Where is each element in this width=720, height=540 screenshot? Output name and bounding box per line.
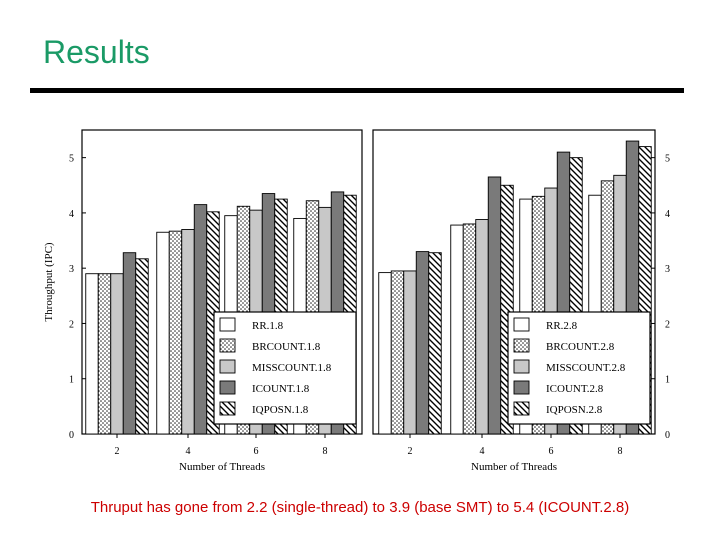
- legend-swatch: [513, 359, 530, 374]
- y-tick-label: 1: [665, 375, 670, 386]
- bar-iqposn-2-8-2: [428, 252, 442, 435]
- y-tick-label: 3: [665, 264, 670, 275]
- legend-swatch: [219, 359, 236, 374]
- chart-panel-2: 0 1 2 3 4 5 2 4 6 8 Number of Threads RR.2.8 BRCOUNT…: [372, 129, 670, 473]
- plot-frame: [372, 129, 656, 435]
- x-tick-label: 2: [115, 446, 120, 457]
- bar-misscount-1-8-2: [110, 273, 124, 435]
- y-tick-label: 5: [665, 154, 670, 165]
- legend-swatch: [219, 338, 236, 353]
- bar-icount-2-8-4: [487, 176, 502, 435]
- bar-icount-1-8-4: [193, 204, 208, 435]
- plot-frame: [81, 129, 363, 435]
- legend-label: ICOUNT.2.8: [546, 383, 604, 395]
- bar-icount-2-8-2: [415, 251, 430, 435]
- bar-brcount-2-8-4: [462, 223, 477, 435]
- legend-label: MISSCOUNT.2.8: [546, 362, 626, 374]
- y-axis-label: Throughput (IPC): [43, 242, 55, 321]
- x-axis-label: Number of Threads: [179, 461, 265, 473]
- y-tick-label: 5: [69, 154, 74, 165]
- title-divider: [30, 88, 684, 93]
- legend-label: BRCOUNT.1.8: [252, 341, 321, 353]
- bar-misscount-2-8-2: [403, 270, 417, 435]
- legend-swatch: [513, 380, 530, 395]
- legend-swatch: [219, 317, 236, 332]
- legend-label: IQPOSN.2.8: [546, 404, 603, 416]
- y-tick-label: 4: [69, 209, 74, 220]
- x-tick-label: 8: [323, 446, 328, 457]
- x-tick-label: 4: [186, 446, 191, 457]
- y-tick-label: 4: [665, 209, 670, 220]
- bar-rr-1-8-4: [156, 231, 170, 435]
- x-axis-label: Number of Threads: [471, 461, 557, 473]
- x-tick-label: 8: [618, 446, 623, 457]
- legend-swatch: [219, 380, 236, 395]
- x-tick-label: 6: [254, 446, 259, 457]
- x-tick-label: 6: [549, 446, 554, 457]
- slide-caption: Thruput has gone from 2.2 (single-thread…: [90, 499, 630, 516]
- legend-box: [213, 311, 357, 425]
- bar-rr-1-8-2: [85, 273, 99, 435]
- charts-layer: 0 1 2 3 4 5 Throughput (IPC) 2 4 6 8 Number of Thre…: [43, 129, 670, 473]
- legend-swatch: [513, 338, 530, 353]
- slide-title: Results: [43, 34, 150, 70]
- chart-panel-1: 0 1 2 3 4 5 Throughput (IPC) 2 4 6 8 Number of Thre…: [43, 129, 363, 473]
- y-tick-label: 0: [665, 430, 670, 441]
- legend-label: RR.1.8: [252, 320, 284, 332]
- bar-brcount-1-8-4: [168, 230, 183, 435]
- legend-swatch: [219, 401, 236, 416]
- legend-label: MISSCOUNT.1.8: [252, 362, 332, 374]
- y-tick-label: 0: [69, 430, 74, 441]
- x-tick-label: 4: [480, 446, 485, 457]
- bar-icount-1-8-2: [122, 252, 137, 435]
- bar-misscount-2-8-4: [475, 219, 489, 435]
- y-tick-label: 3: [69, 264, 74, 275]
- x-tick-label: 2: [408, 446, 413, 457]
- y-tick-label: 2: [69, 319, 74, 330]
- legend-label: RR.2.8: [546, 320, 578, 332]
- legend-label: IQPOSN.1.8: [252, 404, 309, 416]
- bar-brcount-2-8-2: [390, 270, 405, 435]
- bar-rr-2-8-2: [378, 272, 392, 435]
- legend-swatch: [513, 401, 530, 416]
- bar-brcount-1-8-2: [97, 273, 112, 435]
- legend-swatch: [513, 317, 530, 332]
- bar-misscount-1-8-4: [181, 229, 195, 435]
- bar-iqposn-1-8-2: [135, 258, 149, 435]
- y-tick-label: 2: [665, 319, 670, 330]
- legend-label: ICOUNT.1.8: [252, 383, 310, 395]
- bar-rr-2-8-4: [450, 224, 464, 435]
- legend-box: [507, 311, 651, 425]
- legend-label: BRCOUNT.2.8: [546, 341, 615, 353]
- y-tick-label: 1: [69, 375, 74, 386]
